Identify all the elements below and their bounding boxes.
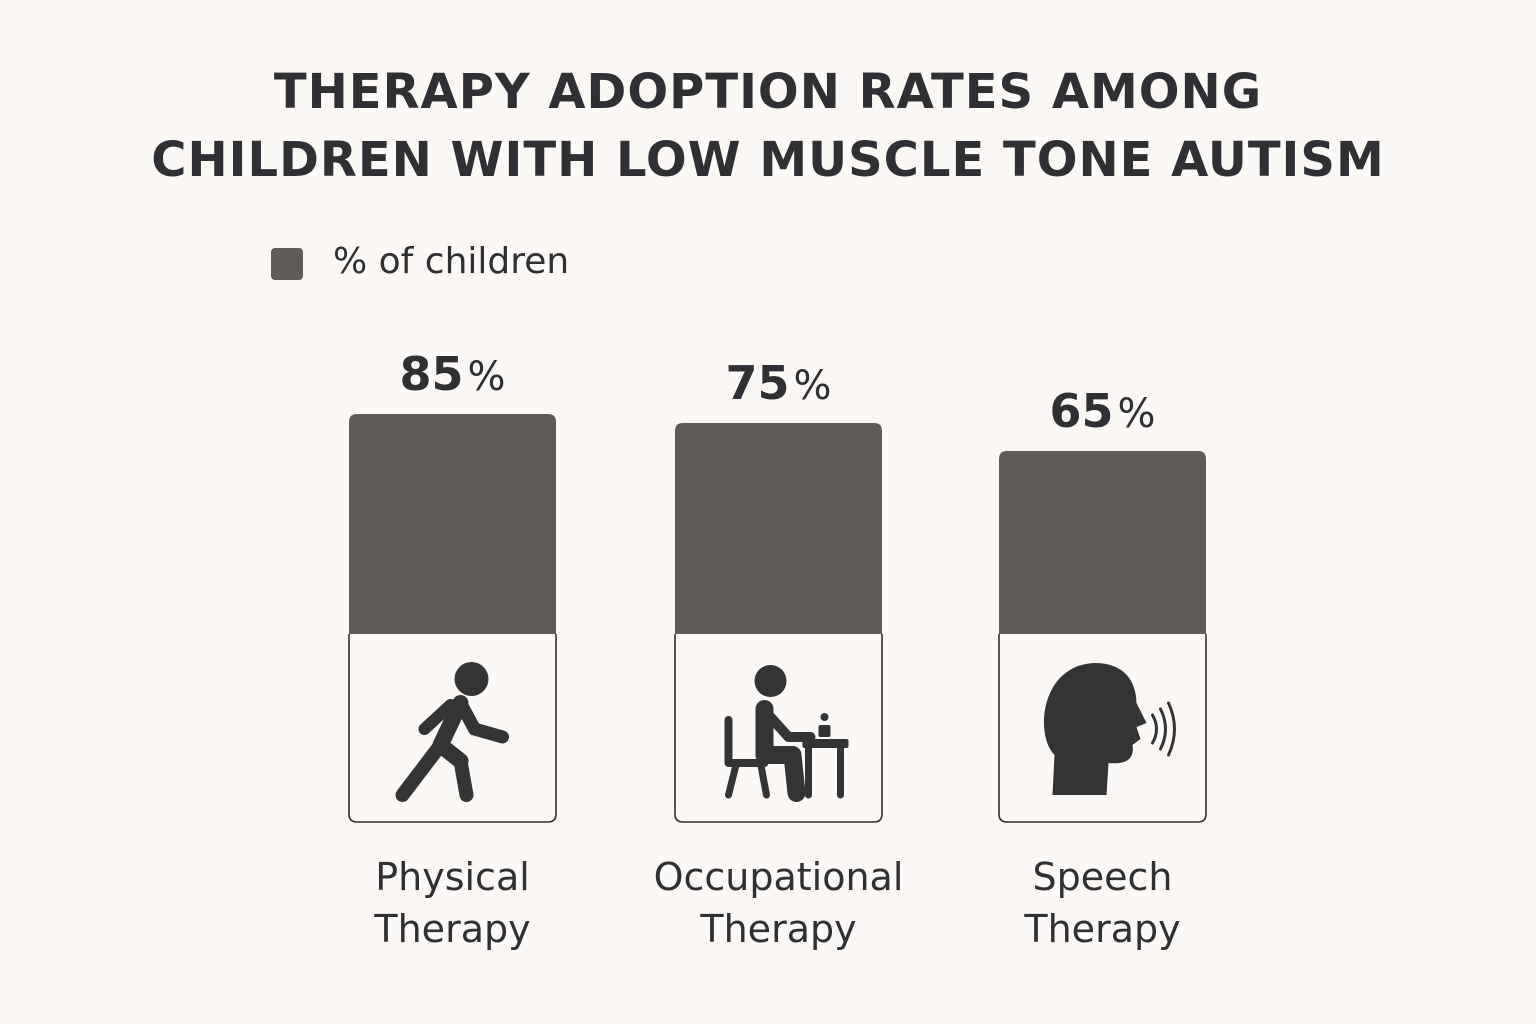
bar <box>349 414 556 634</box>
bar <box>675 423 882 634</box>
chart-title-line-2: CHILDREN WITH LOW MUSCLE TONE AUTISM <box>151 132 1385 188</box>
value-label: 65% <box>1049 384 1155 438</box>
legend-label: % of children <box>333 241 570 282</box>
category-label: Occupational Therapy <box>654 855 904 951</box>
walking-person-icon <box>395 662 509 802</box>
category-label: Speech Therapy <box>1023 855 1180 951</box>
speaking-head-icon <box>1043 663 1176 795</box>
chart-title-line-1: THERAPY ADOPTION RATES AMONG <box>273 64 1263 120</box>
category-label: Physical Therapy <box>373 855 530 951</box>
person-at-desk-icon <box>724 665 849 802</box>
legend-swatch <box>271 248 303 280</box>
chart-title: THERAPY ADOPTION RATES AMONG CHILDREN WI… <box>0 58 1536 194</box>
bar <box>999 451 1206 634</box>
value-label: 75% <box>725 356 831 410</box>
value-label: 85% <box>399 347 505 401</box>
